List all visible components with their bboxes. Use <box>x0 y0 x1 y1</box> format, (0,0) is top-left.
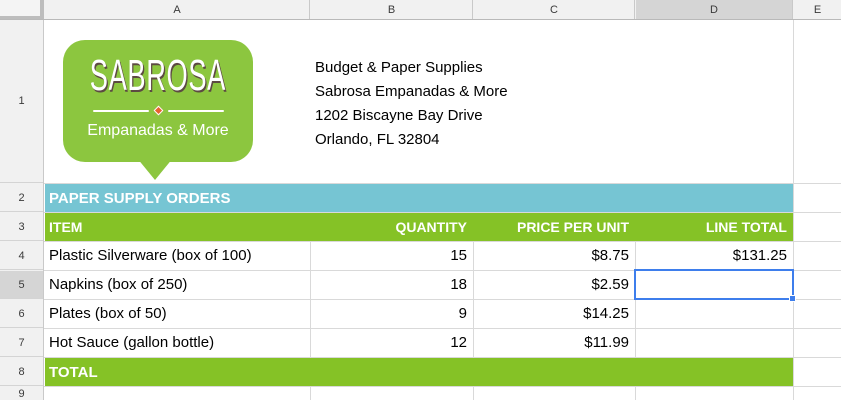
row-header-6[interactable]: 6 <box>0 300 43 328</box>
table-header-row[interactable]: ITEM QUANTITY PRICE PER UNIT LINE TOTAL <box>45 213 793 241</box>
cell-A5[interactable]: Napkins (box of 250) <box>49 276 188 293</box>
row-header-gutter <box>0 20 44 400</box>
address-line: Orlando, FL 32804 <box>315 131 440 148</box>
row-header-8[interactable]: 8 <box>0 358 43 386</box>
divider-line <box>167 109 224 112</box>
gridline-horizontal <box>44 328 841 329</box>
gridline-horizontal <box>44 183 841 184</box>
header-item: ITEM <box>49 219 83 235</box>
banner-title: PAPER SUPPLY ORDERS <box>49 189 231 207</box>
cell-B7[interactable]: 12 <box>450 334 467 351</box>
address-block[interactable]: Budget & Paper Supplies Sabrosa Empanada… <box>315 56 508 152</box>
cell-D6[interactable] <box>636 299 793 328</box>
gridline-horizontal <box>44 270 841 271</box>
row-header-7[interactable]: 7 <box>0 329 43 357</box>
cell-B4[interactable]: 15 <box>450 247 467 264</box>
row-header-5[interactable]: 5 <box>0 271 43 299</box>
column-header-d[interactable]: D <box>636 0 793 19</box>
column-header-a[interactable]: A <box>45 0 310 19</box>
diamond-icon <box>153 105 163 116</box>
row-header-3[interactable]: 3 <box>0 213 43 241</box>
logo-brand-text: SABROSA <box>89 51 227 100</box>
gridline-horizontal <box>44 212 841 213</box>
cell-A7[interactable]: Hot Sauce (gallon bottle) <box>49 334 215 351</box>
row-header-1[interactable]: 1 <box>0 20 43 183</box>
cell-C5[interactable]: $2.59 <box>591 276 629 293</box>
column-header-e[interactable]: E <box>813 3 822 16</box>
address-line: Sabrosa Empanadas & More <box>315 83 508 100</box>
row-header-4[interactable]: 4 <box>0 242 43 270</box>
gridline-horizontal <box>44 241 841 242</box>
cell-C7[interactable]: $11.99 <box>584 334 629 351</box>
gridline-vertical <box>473 183 474 400</box>
cell-D4[interactable]: $131.25 <box>732 247 787 264</box>
sabrosa-logo: SABROSA Empanadas & More <box>63 40 253 162</box>
gridline-vertical <box>793 20 794 400</box>
divider-line <box>92 109 149 112</box>
row-header-9[interactable]: 9 <box>18 387 25 400</box>
column-header-strip: A B C D E <box>0 0 841 20</box>
logo-tagline: Empanadas & More <box>87 122 229 139</box>
address-line: Budget & Paper Supplies <box>315 59 483 76</box>
cell-C4[interactable]: $8.75 <box>591 247 629 264</box>
cell-A6[interactable]: Plates (box of 50) <box>49 305 167 322</box>
gridline-horizontal <box>44 357 841 358</box>
selected-cell-outline[interactable] <box>634 269 796 302</box>
cell-C6[interactable]: $14.25 <box>583 305 629 322</box>
cell-total-row[interactable]: TOTAL <box>45 358 793 386</box>
header-price-per-unit: PRICE PER UNIT <box>516 219 629 235</box>
cell-B5[interactable]: 18 <box>450 276 467 293</box>
gridline-horizontal <box>44 386 841 387</box>
header-line-total: LINE TOTAL <box>705 219 787 235</box>
total-label: TOTAL <box>49 363 98 381</box>
row-header-2[interactable]: 2 <box>0 184 43 212</box>
cell-B6[interactable]: 9 <box>458 305 467 322</box>
select-all-corner[interactable] <box>0 0 44 19</box>
column-header-c[interactable]: C <box>474 0 635 19</box>
header-quantity: QUANTITY <box>395 219 467 235</box>
logo-divider <box>92 105 224 116</box>
logo-speech-tail <box>137 158 173 180</box>
fill-handle[interactable] <box>789 295 796 302</box>
cell-banner-paper-supply-orders[interactable]: PAPER SUPPLY ORDERS <box>45 184 793 212</box>
cell-D7[interactable] <box>636 328 793 357</box>
cell-A4[interactable]: Plastic Silverware (box of 100) <box>49 247 252 264</box>
gridline-horizontal <box>44 299 841 300</box>
address-line: 1202 Biscayne Bay Drive <box>315 107 483 124</box>
column-header-b[interactable]: B <box>311 0 473 19</box>
gridline-vertical <box>310 183 311 400</box>
